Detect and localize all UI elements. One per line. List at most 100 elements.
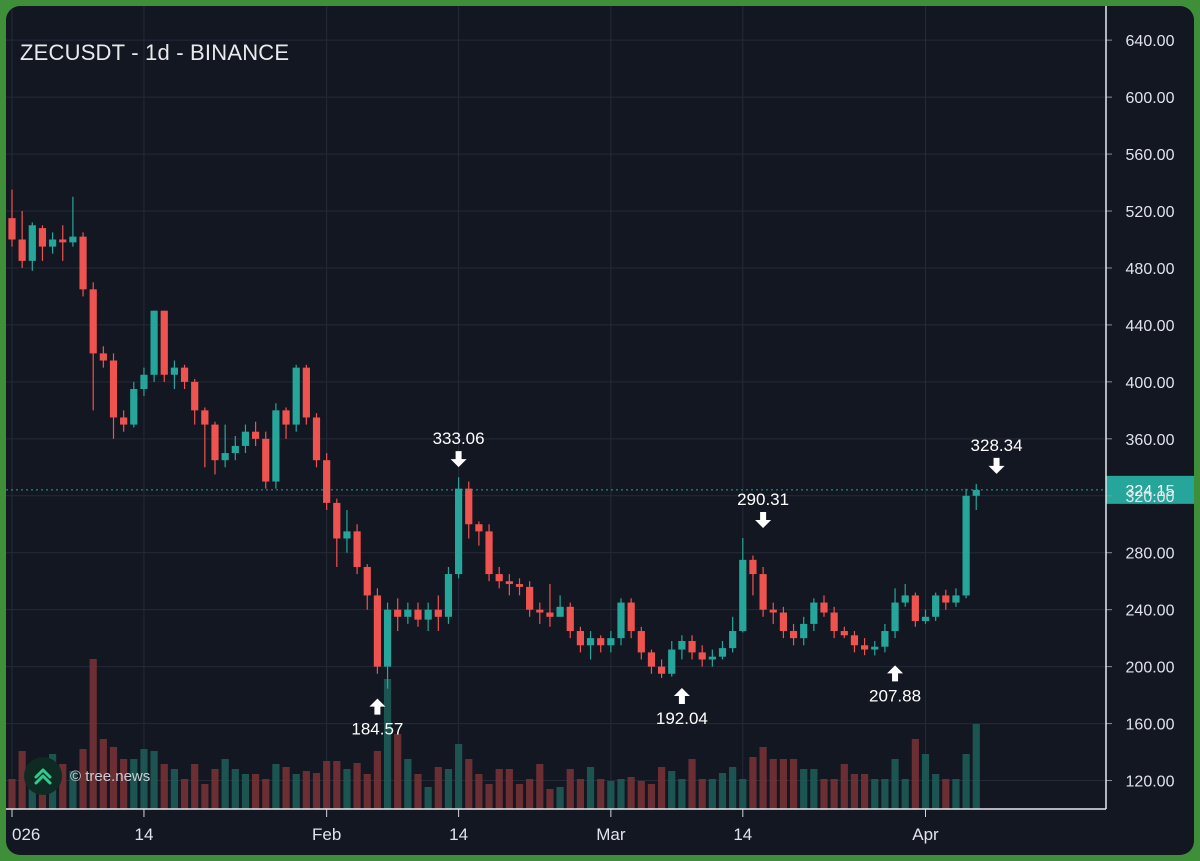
candle-body [99,353,107,361]
candle-body [191,381,199,411]
candle-body [89,289,97,354]
y-tick-label: 200.00 [1126,660,1175,677]
candle-body [952,595,960,603]
candle-body [49,239,57,247]
time-axis[interactable]: 026 14 Feb 14 Mar 14 Apr [6,808,1106,844]
candle-body [911,595,919,622]
volume-bar [952,779,960,809]
candle-body [749,559,757,575]
last-price-label: 324.15 [1126,483,1175,500]
volume-bar [262,779,270,809]
volume-bar [800,769,808,809]
candle-body [718,648,727,657]
candle-body [333,502,341,539]
volume-bar [647,784,656,809]
volume-bar [150,751,158,809]
y-tick-label: 440.00 [1126,318,1175,335]
annotation-label: 184.57 [351,720,403,739]
volume-bar [160,764,168,809]
price-axis[interactable]: 640.00 600.00 560.00 520.00 480.00 440.00 400.… [1105,6,1175,809]
candle-body [820,602,828,613]
y-tick-label: 160.00 [1126,717,1175,734]
candle-body [434,609,442,617]
volume-bar [627,777,635,809]
up-arrow-icon [369,698,386,715]
up-arrow-icon [887,665,904,682]
up-arrow-icon [673,687,690,704]
y-tick-label: 120.00 [1126,774,1175,791]
candle-body [627,602,635,632]
volume-bar [312,773,321,809]
volume-bar [871,779,879,809]
volume-bar [739,779,747,809]
x-tick-label: Apr [912,825,939,844]
candle-body [302,367,310,418]
volume-bar [495,769,503,809]
candle-body [647,652,656,667]
volume-bar [708,779,716,809]
candle-body [688,640,696,653]
y-tick-label: 360.00 [1126,432,1175,449]
y-tick-label: 560.00 [1126,147,1175,164]
volume-bar [373,751,381,809]
candle-body [789,631,798,639]
candle-body [292,367,300,425]
volume-bar [444,769,453,809]
candle-body [840,631,848,636]
volume-bar [546,789,554,809]
last-price-line: 324.15 [6,475,1194,504]
volume-bar [566,769,574,809]
candle-body [891,602,899,632]
volume-pane [8,659,980,809]
volume-bar [404,759,412,809]
volume-bar [891,759,899,809]
down-arrow-icon [450,451,467,468]
candle-body [972,489,980,496]
y-tick-label: 320.00 [1126,489,1175,506]
candle-body [282,410,290,425]
candle-body [668,649,676,674]
candle-body [901,595,909,603]
volume-bar [455,744,463,809]
candle-body [475,524,483,532]
candle-body [607,638,615,646]
volume-bar [861,774,869,809]
volume-bar [901,779,909,809]
volume-bar [729,767,737,809]
volume-bar [343,769,351,809]
candle-body [323,460,331,503]
volume-bar [576,779,584,809]
candle-body [353,531,361,567]
volume-bar [394,734,402,809]
volume-bar [130,759,138,809]
volume-bar [932,774,940,809]
candle-body [546,612,554,617]
volume-bar [120,759,128,809]
volume-bar [292,774,300,809]
candle-body [739,559,747,632]
annotation-label: 290.31 [737,490,789,509]
watermark: © tree.news [24,757,150,795]
volume-bar [617,779,625,809]
candle-body [38,228,47,247]
volume-bar [69,771,77,809]
candle-body [8,218,16,240]
candle-body [617,602,625,639]
candle-body [779,612,787,632]
volume-bar [353,763,361,809]
volume-bar [942,779,950,809]
volume-bar [718,773,727,809]
candle-body [921,616,930,622]
volume-bar [414,774,422,809]
x-tick-label: 026 [12,825,40,844]
volume-bar [241,774,250,809]
x-tick-label: 14 [449,825,468,844]
chart-frame: 324.15 333.06 184.57 192.04 290.31 207.88 328… [6,6,1194,855]
candle-body [962,495,970,596]
candle-body [262,438,270,482]
candlestick-chart[interactable]: 324.15 333.06 184.57 192.04 290.31 207.88 328… [6,6,1194,855]
candle-body [455,488,463,575]
volume-bar [830,779,838,809]
x-tick-label: Feb [312,825,341,844]
volume-bar [272,764,280,809]
